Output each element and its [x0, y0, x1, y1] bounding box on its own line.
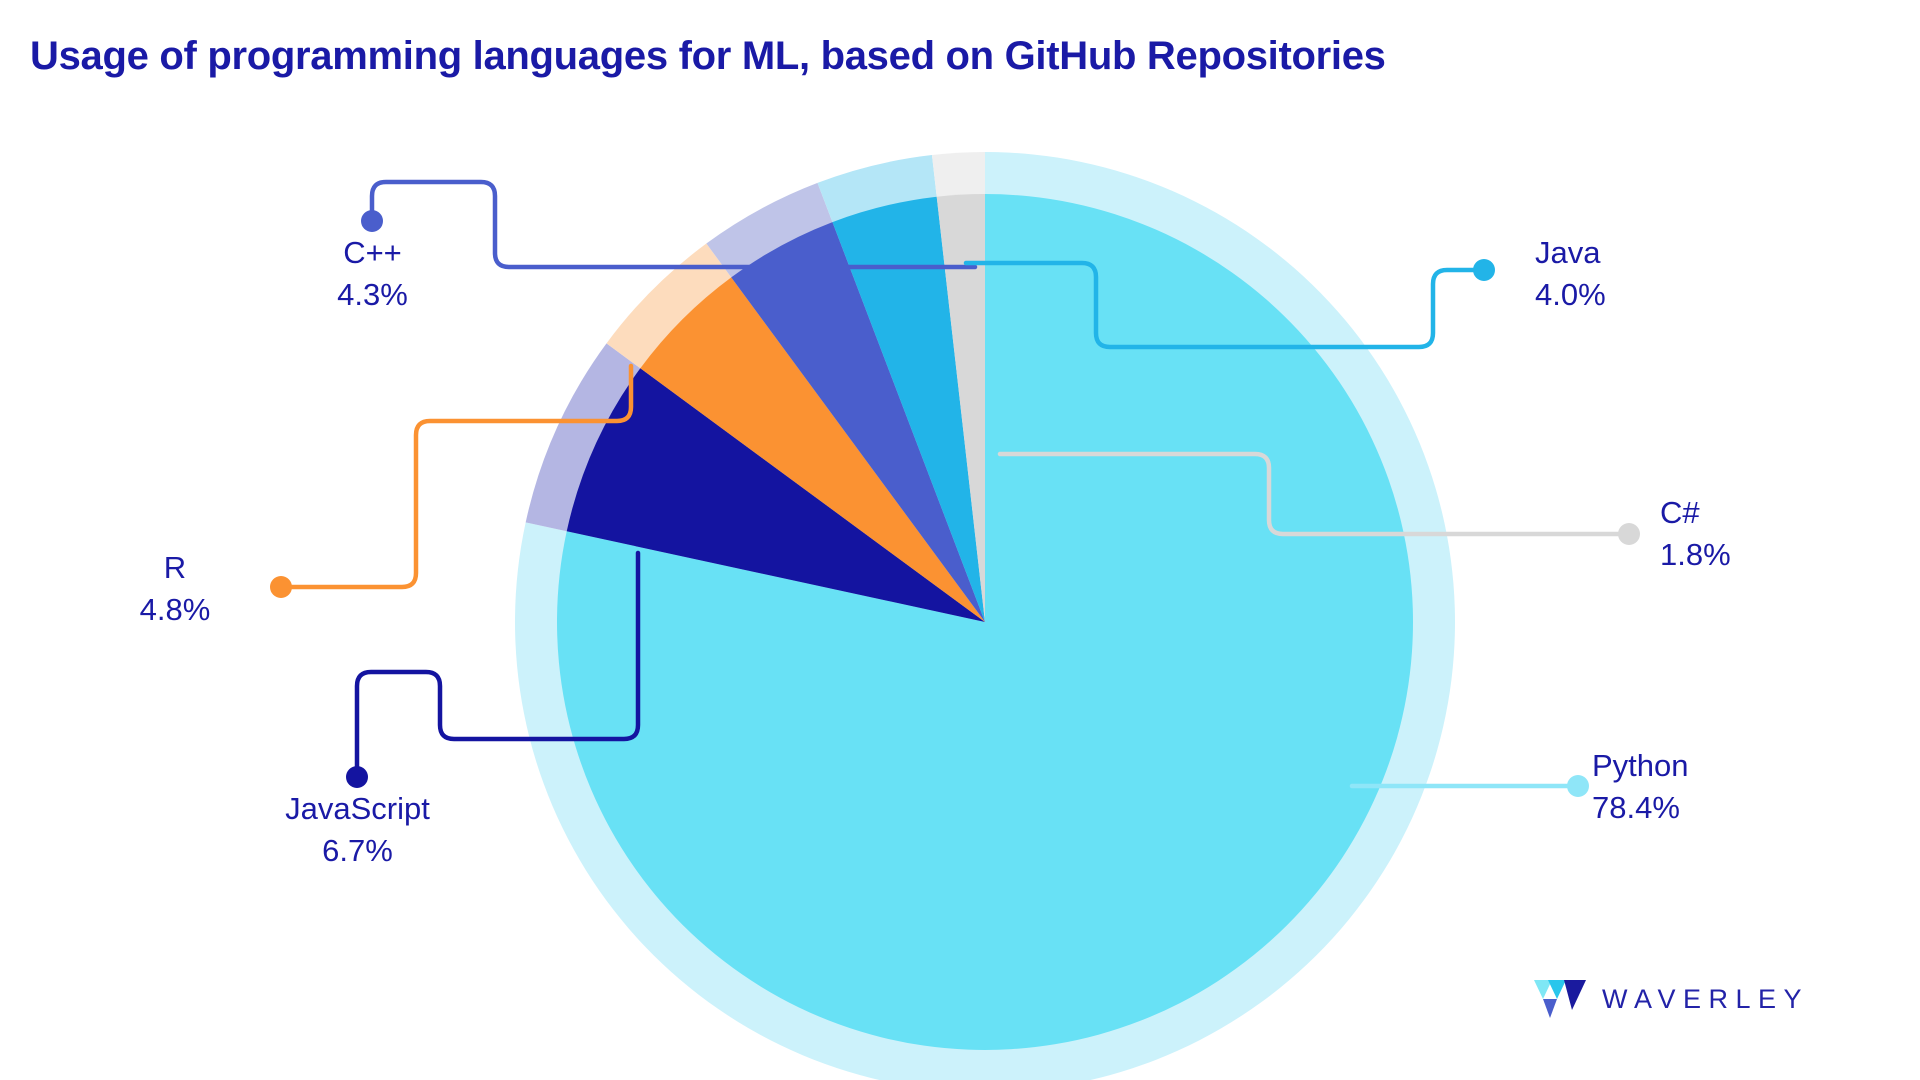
- leader-dot-java: [1473, 259, 1495, 281]
- leader-line-cpp: [369, 179, 978, 270]
- callout-name-r: R: [163, 550, 187, 585]
- callout-percent-csharp: 1.8%: [1660, 537, 1731, 572]
- waverley-logo: WAVERLEY: [1534, 980, 1809, 1018]
- callout-percent-java: 4.0%: [1535, 277, 1606, 312]
- pie-slice-java[interactable]: [832, 196, 985, 623]
- leader-dot-csharp: [1618, 523, 1640, 545]
- waverley-logo-mark-icon: [1534, 980, 1586, 1018]
- leader-line-javascript: [354, 550, 641, 780]
- leader-line-r: [278, 363, 634, 590]
- leader-dot-python: [1567, 775, 1589, 797]
- callout-name-java: Java: [1535, 235, 1601, 270]
- waverley-logo-text: WAVERLEY: [1602, 983, 1810, 1014]
- pie-slice-group: [557, 194, 1414, 1050]
- callout-percent-cpp: 4.3%: [337, 277, 408, 312]
- callout-label-javascript: JavaScript 6.7%: [205, 788, 510, 872]
- pie-slice-javascript[interactable]: [566, 368, 985, 622]
- pie-slice-python[interactable]: [557, 194, 1414, 1050]
- pie-slice-c-[interactable]: [731, 222, 985, 623]
- leader-line-java: [963, 260, 1487, 350]
- page-title: Usage of programming languages for ML, b…: [30, 34, 1386, 78]
- callout-percent-r: 4.8%: [139, 592, 211, 627]
- leader-line-group: [270, 179, 1640, 797]
- callout-name-javascript: JavaScript: [285, 791, 430, 826]
- callout-label-java: Java 4.0%: [1535, 232, 1855, 316]
- leader-dot-javascript: [346, 766, 368, 788]
- callout-name-python: Python: [1592, 748, 1689, 783]
- pie-slice-c-[interactable]: [936, 194, 985, 622]
- callout-label-cpp: C++ 4.3%: [200, 232, 545, 316]
- leader-line-csharp: [997, 451, 1632, 537]
- callout-name-cpp: C++: [343, 235, 402, 270]
- leader-dot-r: [270, 576, 292, 598]
- callout-label-python: Python 78.4%: [1592, 745, 1912, 829]
- leader-dot-cpp: [361, 210, 383, 232]
- callout-label-csharp: C# 1.8%: [1660, 492, 1900, 576]
- callout-percent-python: 78.4%: [1592, 790, 1680, 825]
- callout-label-r: R 4.8%: [80, 547, 270, 631]
- callout-percent-javascript: 6.7%: [322, 833, 393, 868]
- pie-slice-r[interactable]: [640, 277, 985, 622]
- callout-name-csharp: C#: [1660, 495, 1700, 530]
